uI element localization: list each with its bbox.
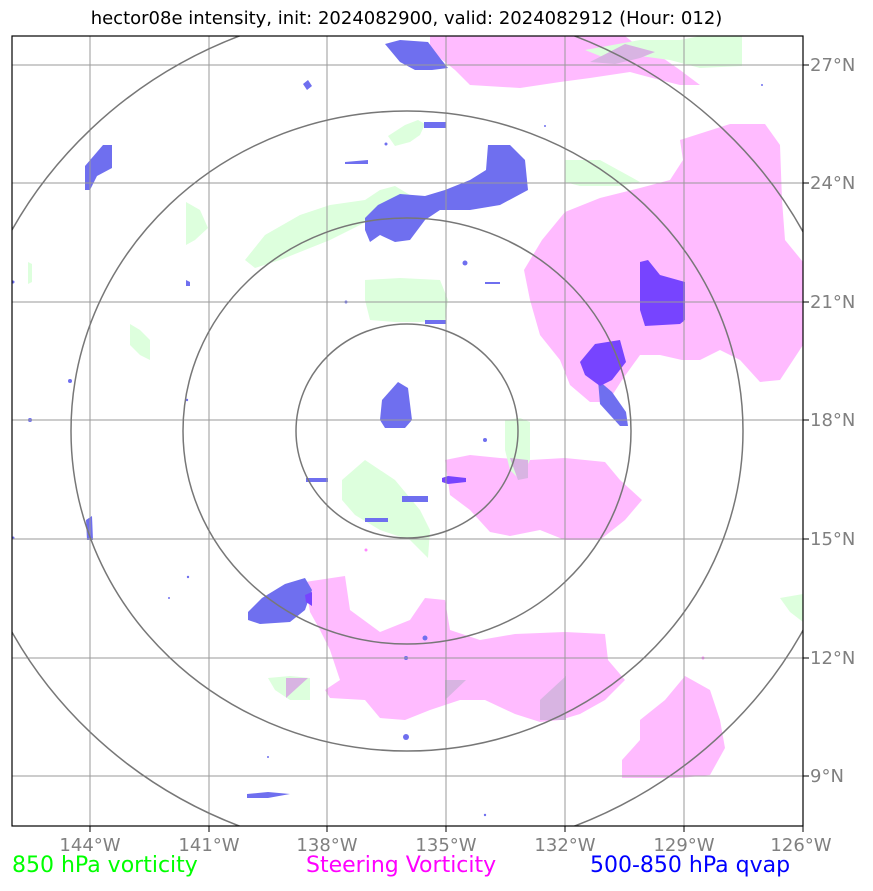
qvap-dot [12, 280, 15, 284]
qvap-region-10 [380, 382, 412, 428]
lon-label: 132°W [534, 835, 595, 856]
lat-label: 27°N [810, 55, 855, 76]
qvap-steering-overlap-region-4 [305, 592, 312, 606]
qvap-region-4 [85, 145, 112, 190]
qvap-dot [364, 548, 368, 552]
qvap-region-12 [306, 478, 328, 482]
longitude-labels: 144°W 141°W 138°W 135°W 132°W 129°W 126°… [59, 835, 831, 856]
qvap-steering-overlap-region-3 [442, 476, 466, 484]
lat-label: 12°N [810, 648, 855, 669]
steering-vorticity-region-northeast [524, 124, 803, 402]
qvap-dot [185, 398, 189, 402]
steering-vorticity-region-center [445, 455, 642, 540]
legend-qvap: 500-850 hPa qvap [590, 853, 791, 878]
map-title: hector08e intensity, init: 2024082900, v… [90, 8, 723, 29]
qvap-small-dots [12, 84, 763, 817]
axis-ticks [89, 64, 809, 832]
vorticity-850-region-6 [28, 262, 32, 284]
qvap-region-1 [385, 40, 448, 70]
qvap-dot [761, 84, 763, 86]
vorticity-850-region-10 [342, 460, 430, 558]
range-ring-2 [182, 217, 632, 645]
vorticity-850-region-3 [565, 160, 640, 186]
legend-steering-vorticity: Steering Vorticity [306, 853, 497, 878]
qvap-dot [483, 813, 487, 817]
vorticity-850-region-2 [388, 120, 425, 146]
vorticity-850-region-12 [780, 594, 803, 622]
qvap-dot [267, 756, 269, 758]
qvap-region-17 [247, 792, 290, 798]
qvap-region-15 [365, 518, 388, 522]
lon-label: 129°W [653, 835, 714, 856]
steering-vorticity-fills [305, 36, 803, 778]
lat-label: 24°N [810, 173, 855, 194]
qvap-region-3 [424, 122, 446, 128]
qvap-region-11 [598, 380, 628, 426]
lon-label: 126°W [770, 835, 831, 856]
qvap-dot [544, 125, 546, 127]
qvap-region-2 [303, 80, 312, 90]
qvap-dot [483, 438, 487, 442]
qvap-region-9 [425, 320, 446, 324]
qvap-dot [384, 142, 388, 146]
qvap-region-5 [345, 160, 368, 164]
overlap-fills [286, 44, 655, 720]
lat-label: 21°N [810, 292, 855, 313]
qvap-region-13 [402, 496, 428, 502]
qvap-dot [403, 734, 409, 740]
qvap-region-16 [248, 578, 312, 624]
qvap-region-8 [485, 282, 500, 284]
legend-850-vorticity: 850 hPa vorticity [12, 853, 198, 878]
steering-vorticity-region-southeast [622, 676, 725, 778]
latitude-labels: 27°N 24°N 21°N 18°N 15°N 12°N 9°N [810, 55, 855, 787]
overlap-region-5 [540, 676, 566, 720]
range-rings [12, 36, 803, 826]
qvap-dot [422, 635, 428, 641]
overlap-region-1 [590, 44, 655, 64]
lat-label: 15°N [810, 529, 855, 550]
plot-frame [11, 35, 804, 827]
steering-vorticity-region-south [305, 576, 625, 722]
qvap-dot [168, 597, 170, 599]
qvap-region-7 [186, 280, 190, 286]
range-ring-3 [70, 110, 744, 752]
vorticity-850-region-8 [130, 324, 150, 360]
map-plot-area [12, 36, 803, 826]
vorticity-850-region-4 [186, 202, 208, 245]
lat-label: 18°N [810, 410, 855, 431]
overlap-region-2 [510, 458, 528, 480]
qvap-dot [186, 575, 190, 579]
qvap-dot [68, 379, 72, 383]
lon-label: 135°W [415, 835, 476, 856]
lon-label: 141°W [178, 835, 239, 856]
lon-label: 138°W [296, 835, 357, 856]
overlap-region-4 [445, 680, 466, 700]
overlap-region-3 [286, 678, 308, 698]
lon-label: 144°W [59, 835, 120, 856]
qvap-dot [462, 260, 468, 266]
qvap-steering-overlap-region-1 [640, 260, 685, 326]
range-ring-4 [12, 36, 803, 826]
vorticity-850-region-1 [585, 36, 742, 68]
range-ring-1 [295, 323, 519, 539]
vorticity-850-region-7 [365, 278, 448, 322]
lat-label: 9°N [810, 766, 844, 787]
vorticity-850-fills [28, 36, 803, 700]
